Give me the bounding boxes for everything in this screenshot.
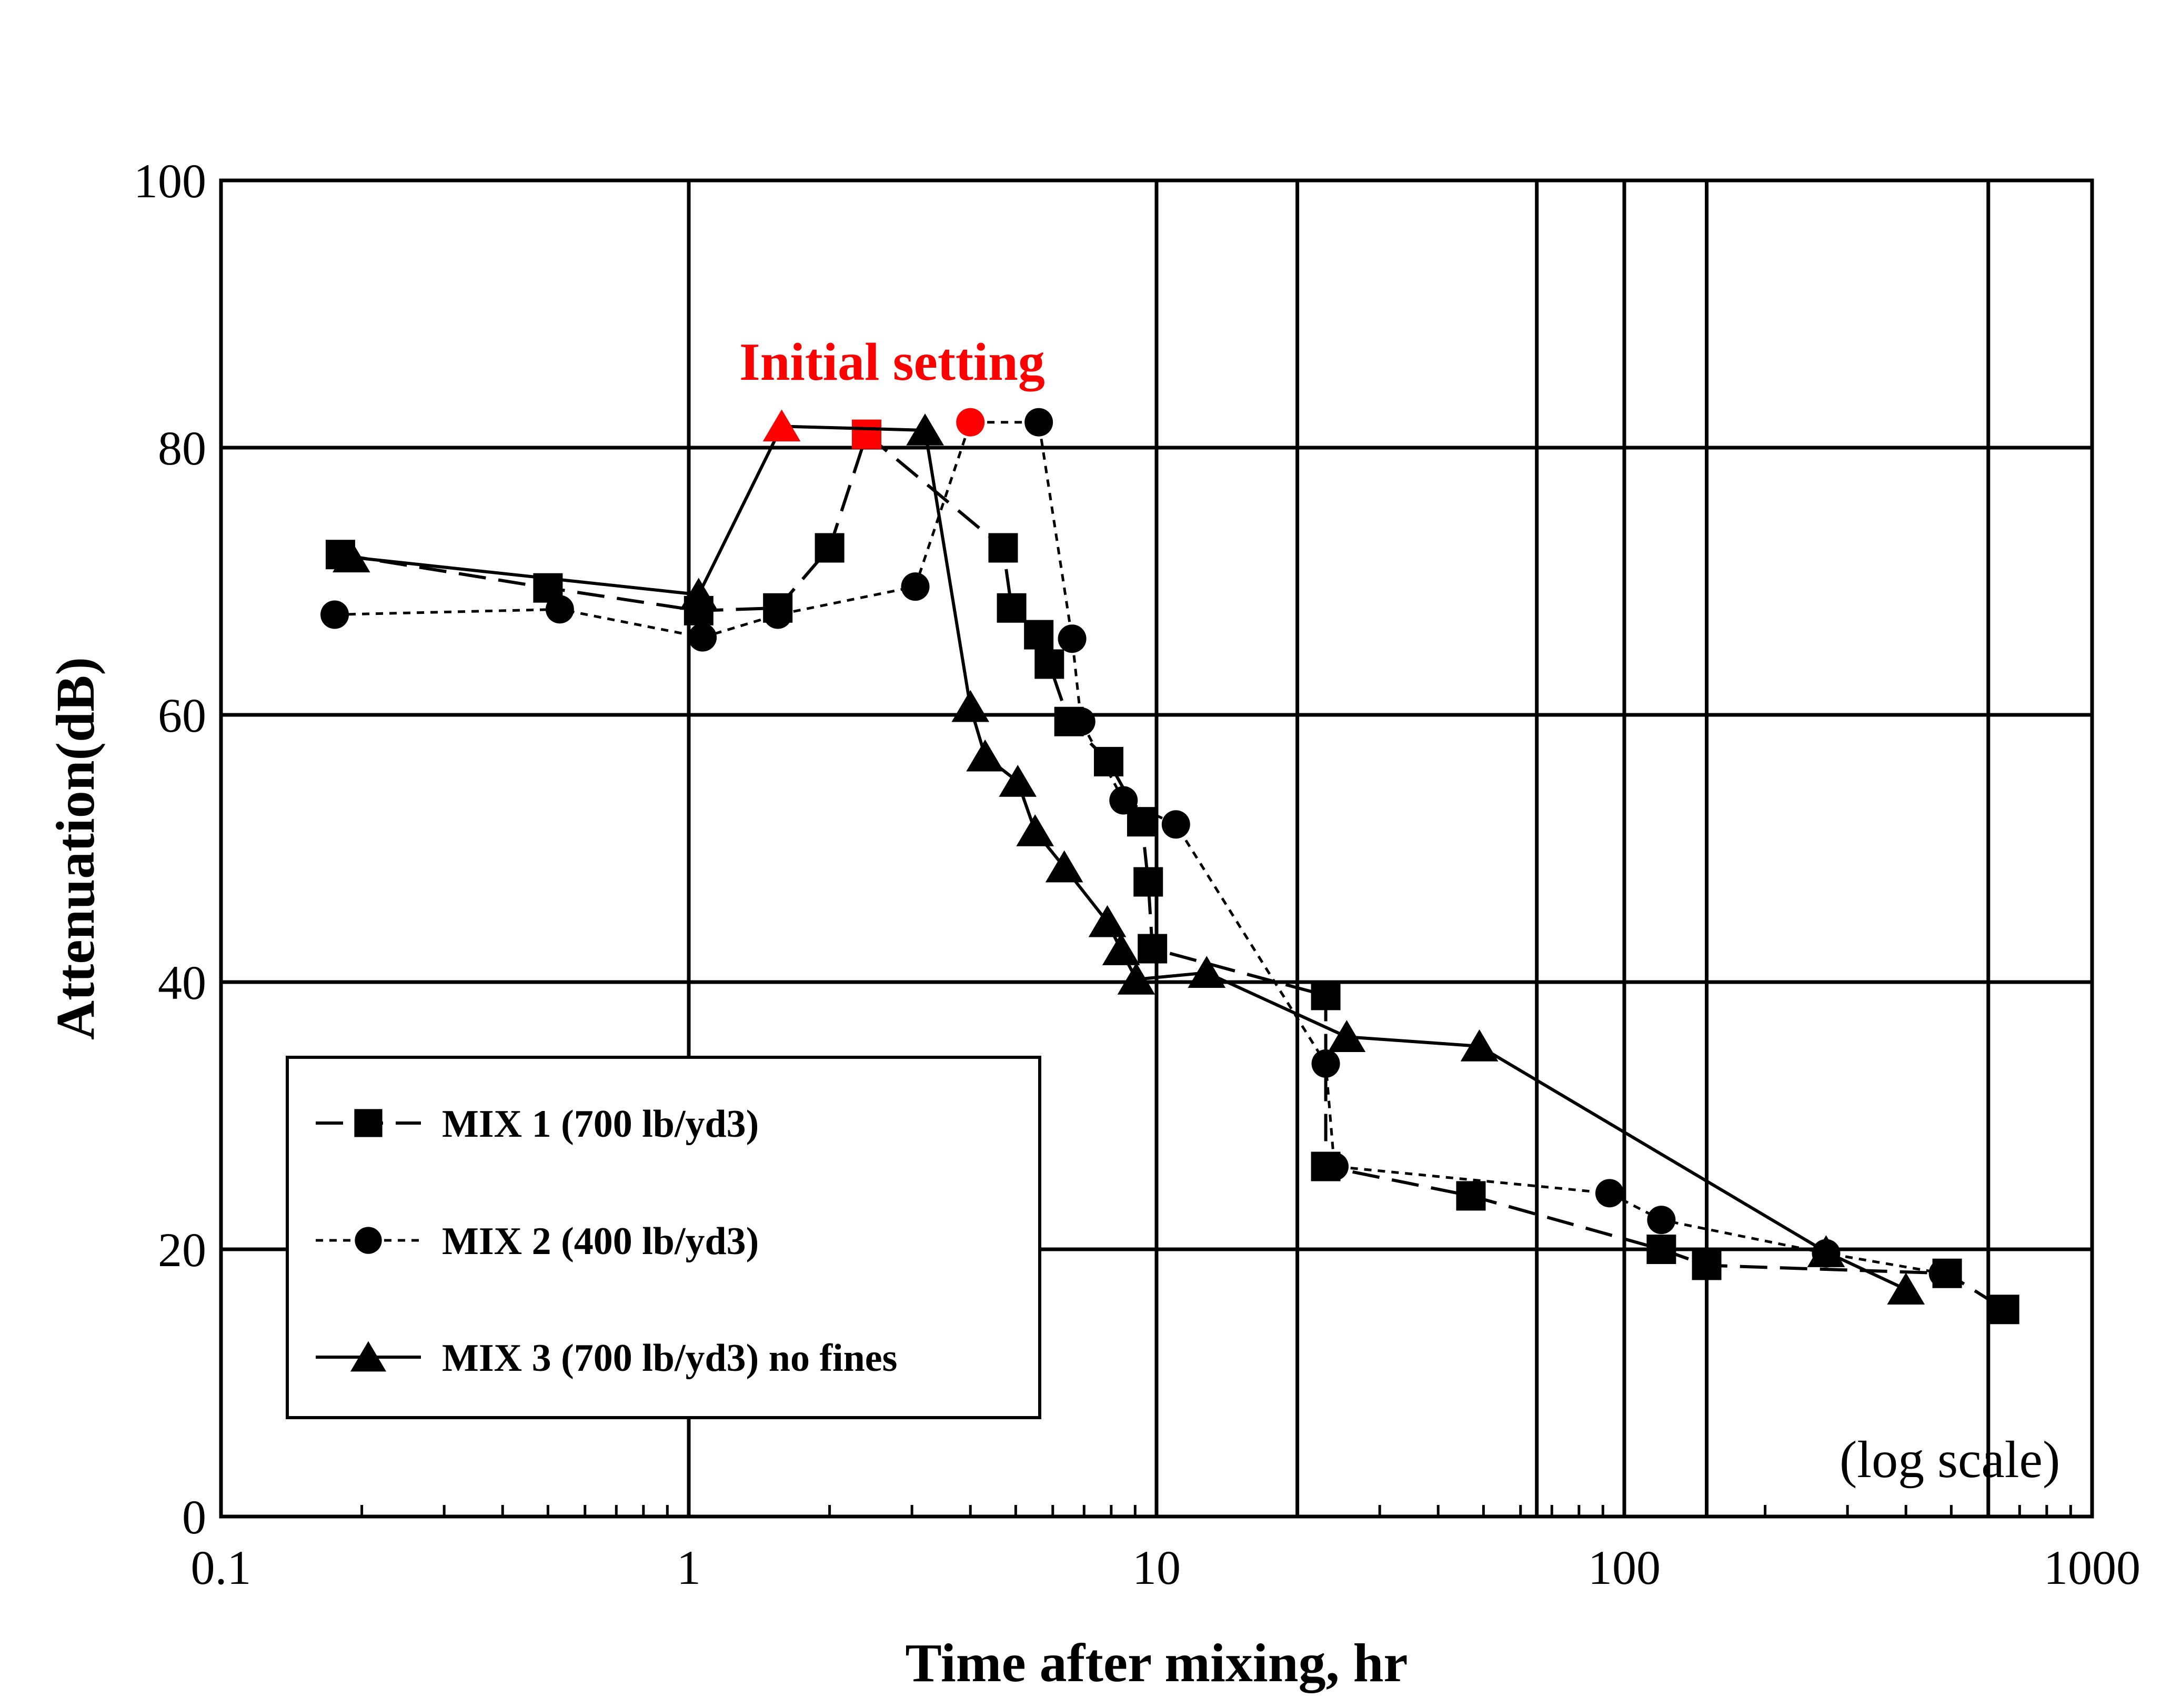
data-point-triangle	[1807, 1235, 1845, 1267]
data-point-circle	[1320, 1152, 1349, 1181]
data-point-circle	[1024, 408, 1053, 437]
x-axis-title: Time after mixing, hr	[905, 1633, 1408, 1693]
data-point-triangle	[679, 578, 718, 610]
legend-item: MIX 2 (400 lb/yd3)	[316, 1220, 759, 1263]
legend-marker-triangle	[350, 1341, 387, 1372]
legend-marker-square	[354, 1109, 383, 1137]
x-tick-label: 100	[1588, 1541, 1661, 1594]
legend-label: MIX 3 (700 lb/yd3) no fines	[442, 1337, 897, 1380]
series-2	[320, 408, 1957, 1288]
data-point-triangle	[1328, 1020, 1366, 1052]
initial-setting-annotation: Initial setting	[739, 332, 1045, 392]
series-3	[332, 409, 1925, 1305]
data-point-triangle	[951, 690, 990, 722]
data-point-square	[1311, 981, 1341, 1010]
data-point-circle	[1109, 786, 1138, 815]
data-point-triangle	[999, 765, 1037, 797]
data-point-triangle	[1088, 905, 1127, 937]
data-point-square	[1692, 1250, 1722, 1280]
minor-tick-marks	[360, 1505, 2072, 1517]
data-point-square	[815, 533, 845, 563]
x-tick-label: 1000	[2044, 1541, 2140, 1594]
legend-item: MIX 3 (700 lb/yd3) no fines	[316, 1337, 897, 1380]
data-point-triangle	[1117, 962, 1155, 995]
legend-label: MIX 1 (700 lb/yd3)	[442, 1103, 759, 1146]
data-point-triangle	[1016, 814, 1054, 846]
data-point-triangle	[1045, 850, 1083, 883]
data-point-triangle	[1887, 1272, 1925, 1305]
data-point-circle	[1058, 624, 1087, 653]
data-point-square	[1138, 934, 1168, 964]
data-point-triangle	[906, 413, 944, 446]
data-series	[320, 408, 2019, 1325]
data-point-square	[1456, 1181, 1486, 1211]
data-point-square	[1127, 807, 1157, 837]
data-point-circle	[320, 600, 349, 629]
data-point-circle	[1595, 1179, 1624, 1208]
y-tick-label: 100	[134, 154, 206, 208]
y-tick-label: 20	[158, 1223, 206, 1277]
data-point-circle	[1928, 1259, 1957, 1288]
legend-item: MIX 1 (700 lb/yd3)	[316, 1103, 759, 1146]
series-line	[340, 432, 2006, 1311]
data-point-triangle	[1188, 956, 1226, 988]
data-point-square	[1034, 649, 1064, 679]
data-point-circle	[545, 595, 574, 624]
y-tick-label: 60	[158, 689, 206, 742]
data-point-square	[852, 419, 882, 449]
data-point-circle	[956, 408, 985, 437]
log-scale-note: (log scale)	[1840, 1430, 2060, 1489]
data-point-triangle	[966, 739, 1004, 772]
x-tick-label: 0.1	[191, 1541, 252, 1594]
tick-labels: 0 20 40 60 80 100 0.1 1 10 100 1000	[134, 154, 2140, 1594]
data-point-circle	[1647, 1206, 1676, 1235]
data-point-triangle	[762, 409, 801, 442]
vertical-gridlines	[687, 180, 1991, 1517]
y-axis-title: Attenuation(dB)	[45, 657, 106, 1040]
data-point-square	[1024, 620, 1054, 650]
data-point-circle	[763, 600, 792, 629]
data-point-triangle	[1102, 933, 1140, 965]
legend-marker-circle	[355, 1227, 382, 1254]
x-tick-label: 1	[677, 1541, 701, 1594]
series-line	[335, 421, 1944, 1275]
data-point-circle	[1161, 810, 1190, 839]
data-point-square	[1133, 867, 1163, 897]
data-point-triangle	[332, 540, 370, 573]
x-tick-label: 10	[1132, 1541, 1181, 1594]
y-tick-label: 0	[182, 1490, 206, 1544]
legend-label: MIX 2 (400 lb/yd3)	[442, 1220, 759, 1263]
y-tick-label: 80	[158, 421, 206, 475]
y-tick-label: 40	[158, 956, 206, 1009]
data-point-circle	[901, 572, 930, 601]
plot-area-border	[219, 178, 2094, 1519]
data-point-square	[1989, 1295, 2019, 1325]
data-point-circle	[688, 623, 717, 652]
data-point-circle	[1311, 1049, 1340, 1078]
data-point-square	[1646, 1235, 1676, 1264]
data-point-triangle	[1460, 1029, 1499, 1062]
legend-items: MIX 1 (700 lb/yd3) MIX 2 (400 lb/yd3) MIX …	[316, 1103, 897, 1380]
data-point-square	[997, 593, 1027, 623]
legend: MIX 1 (700 lb/yd3) MIX 2 (400 lb/yd3) MIX …	[286, 1056, 1041, 1419]
data-point-circle	[1067, 707, 1095, 736]
data-point-square	[988, 533, 1018, 563]
